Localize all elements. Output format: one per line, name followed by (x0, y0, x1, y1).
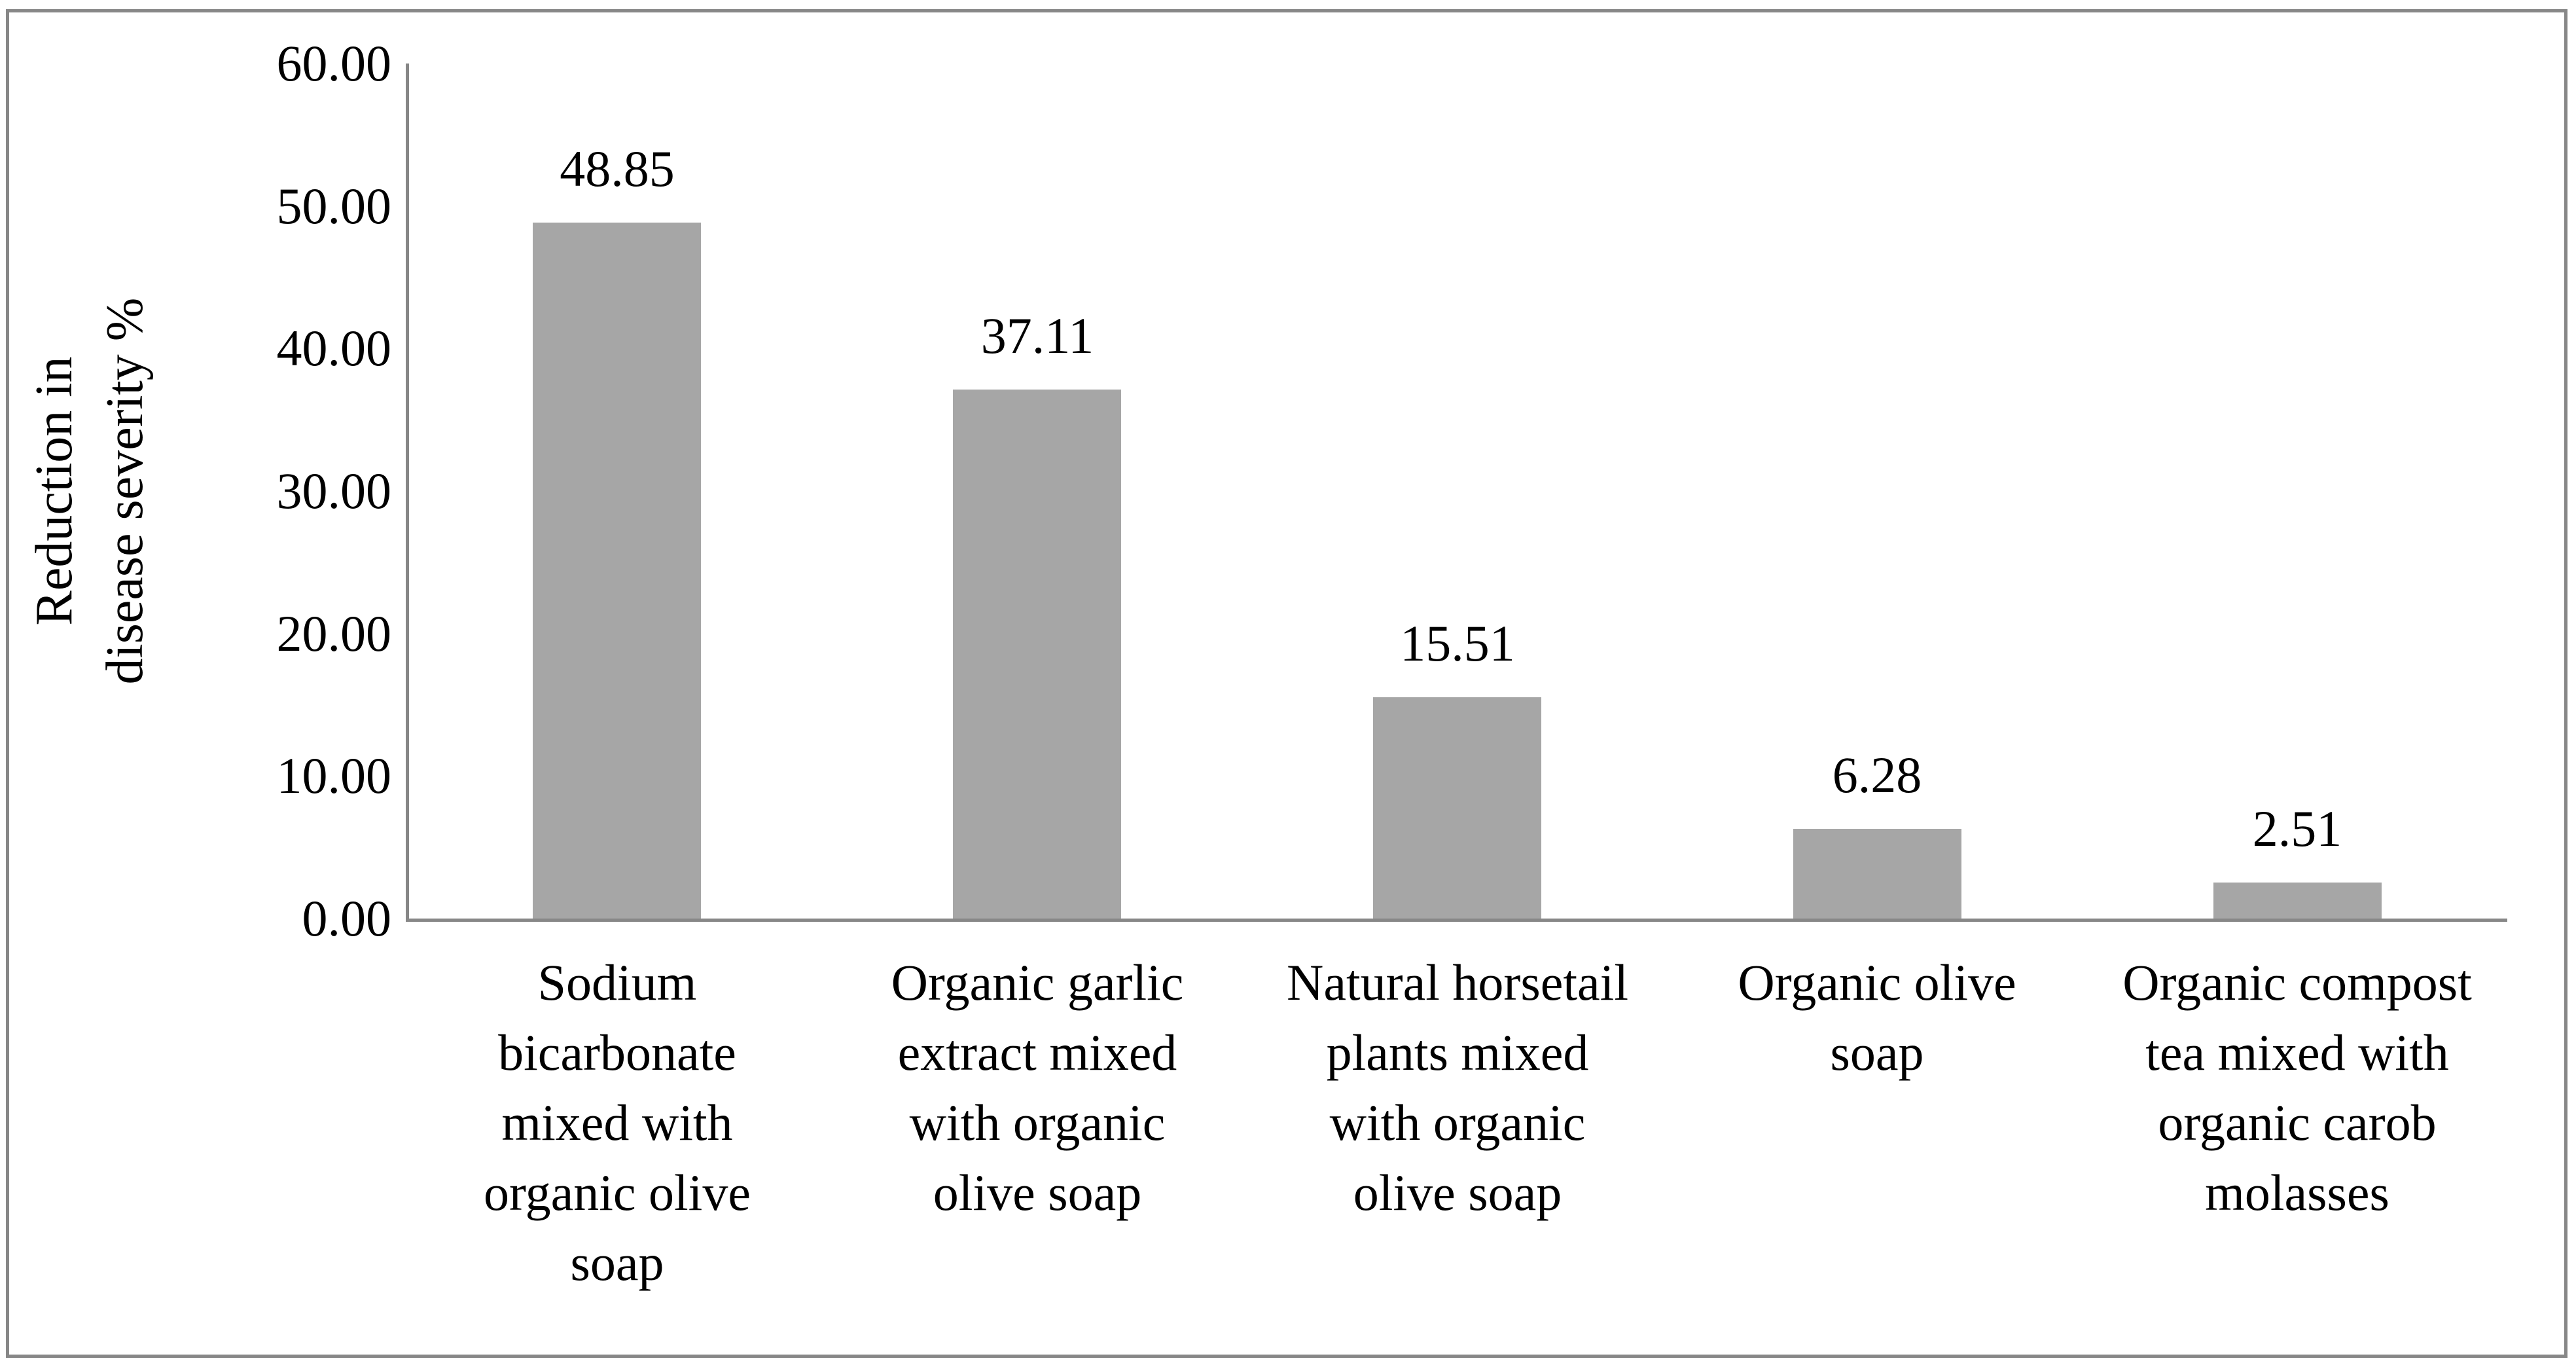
y-axis-tick-label: 10.00 (276, 747, 392, 805)
x-axis-category-label: Organic garlic extract mixed with organi… (891, 954, 1184, 1221)
x-axis-category-label: Organic olive soap (1738, 954, 2016, 1081)
x-axis-category-label: Natural horsetail plants mixed with orga… (1287, 954, 1628, 1221)
bar-value-label: 15.51 (1400, 615, 1515, 672)
y-axis-tick-label: 30.00 (276, 462, 392, 519)
bar-value-label: 37.11 (980, 307, 1094, 364)
y-axis-tick-label: 40.00 (276, 319, 392, 377)
bar (2213, 883, 2382, 919)
x-axis-category-label: Organic compost tea mixed with organic c… (2122, 954, 2472, 1221)
y-axis-tick-label: 0.00 (302, 890, 392, 947)
bar-value-label: 6.28 (1832, 746, 1922, 803)
x-axis-line (406, 919, 2507, 922)
x-axis-category-label: Sodium bicarbonate mixed with organic ol… (484, 954, 751, 1291)
bar (953, 390, 1121, 919)
bar (1793, 829, 1961, 919)
bar-value-label: 48.85 (560, 140, 675, 197)
y-axis-line (406, 64, 409, 922)
bar (533, 223, 701, 919)
y-axis-tick-label: 20.00 (276, 604, 392, 662)
figure-border (6, 9, 2567, 1358)
bar (1373, 697, 1541, 919)
bar-value-label: 2.51 (2252, 800, 2342, 857)
y-axis-tick-label: 60.00 (276, 35, 392, 92)
y-axis-tick-label: 50.00 (276, 177, 392, 234)
